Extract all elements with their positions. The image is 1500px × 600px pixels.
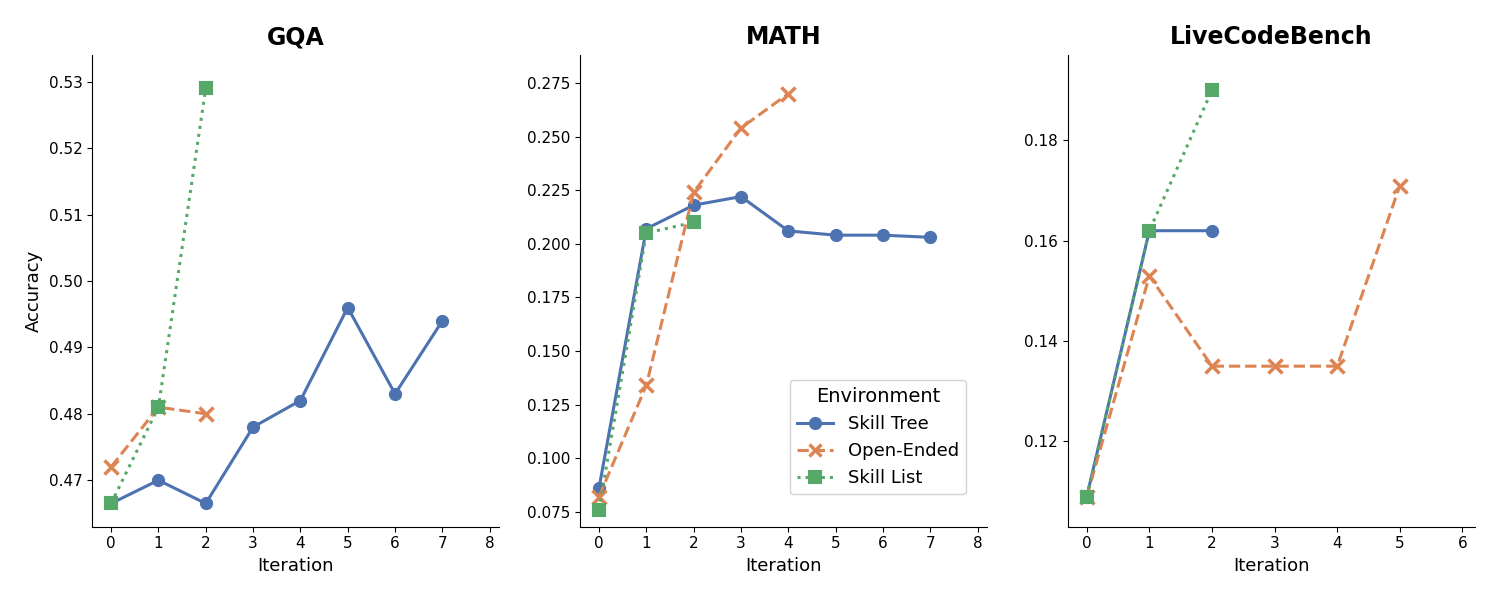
Skill Tree [921, 234, 939, 241]
Skill List [1203, 86, 1221, 94]
Skill List [590, 506, 608, 513]
Open-Ended [732, 124, 750, 131]
Skill Tree [590, 485, 608, 492]
X-axis label: Iteration: Iteration [746, 557, 822, 575]
Skill List [638, 229, 656, 236]
Open-Ended [1078, 493, 1096, 500]
Skill Tree [1078, 493, 1096, 500]
Line: Skill Tree: Skill Tree [105, 302, 448, 509]
Title: GQA: GQA [267, 25, 324, 49]
X-axis label: Iteration: Iteration [258, 557, 334, 575]
Open-Ended [1203, 362, 1221, 370]
Skill Tree [732, 193, 750, 200]
X-axis label: Iteration: Iteration [1233, 557, 1310, 575]
Line: Open-Ended: Open-Ended [592, 87, 795, 503]
Open-Ended [102, 463, 120, 470]
Open-Ended [590, 493, 608, 500]
Line: Skill List: Skill List [105, 83, 212, 509]
Legend: Skill Tree, Open-Ended, Skill List: Skill Tree, Open-Ended, Skill List [789, 380, 966, 494]
Skill Tree [684, 202, 702, 209]
Line: Open-Ended: Open-Ended [1080, 179, 1407, 503]
Skill List [150, 404, 168, 411]
Skill List [1140, 227, 1158, 235]
Skill List [1078, 493, 1096, 500]
Line: Open-Ended: Open-Ended [104, 400, 213, 474]
Title: MATH: MATH [746, 25, 822, 49]
Skill Tree [874, 232, 892, 239]
Skill Tree [1203, 227, 1221, 235]
Open-Ended [150, 404, 168, 411]
Line: Skill Tree: Skill Tree [594, 191, 936, 494]
Open-Ended [196, 410, 214, 418]
Skill List [196, 85, 214, 92]
Skill Tree [291, 397, 309, 404]
Line: Skill Tree: Skill Tree [1082, 225, 1218, 502]
Open-Ended [1140, 272, 1158, 280]
Open-Ended [780, 90, 798, 97]
Skill Tree [339, 304, 357, 311]
Skill Tree [244, 424, 262, 431]
Skill Tree [638, 225, 656, 232]
Skill Tree [827, 232, 844, 239]
Skill List [684, 219, 702, 226]
Title: LiveCodeBench: LiveCodeBench [1170, 25, 1372, 49]
Open-Ended [638, 382, 656, 389]
Skill Tree [1140, 227, 1158, 235]
Skill Tree [196, 500, 214, 507]
Line: Skill List: Skill List [594, 217, 699, 515]
Skill List [102, 500, 120, 507]
Skill Tree [102, 500, 120, 507]
Open-Ended [1390, 182, 1408, 189]
Skill Tree [780, 227, 798, 235]
Open-Ended [1328, 362, 1346, 370]
Y-axis label: Accuracy: Accuracy [26, 250, 44, 332]
Open-Ended [684, 189, 702, 196]
Open-Ended [1266, 362, 1284, 370]
Skill Tree [150, 476, 168, 484]
Skill Tree [433, 317, 451, 325]
Skill Tree [386, 390, 404, 397]
Line: Skill List: Skill List [1082, 85, 1218, 502]
